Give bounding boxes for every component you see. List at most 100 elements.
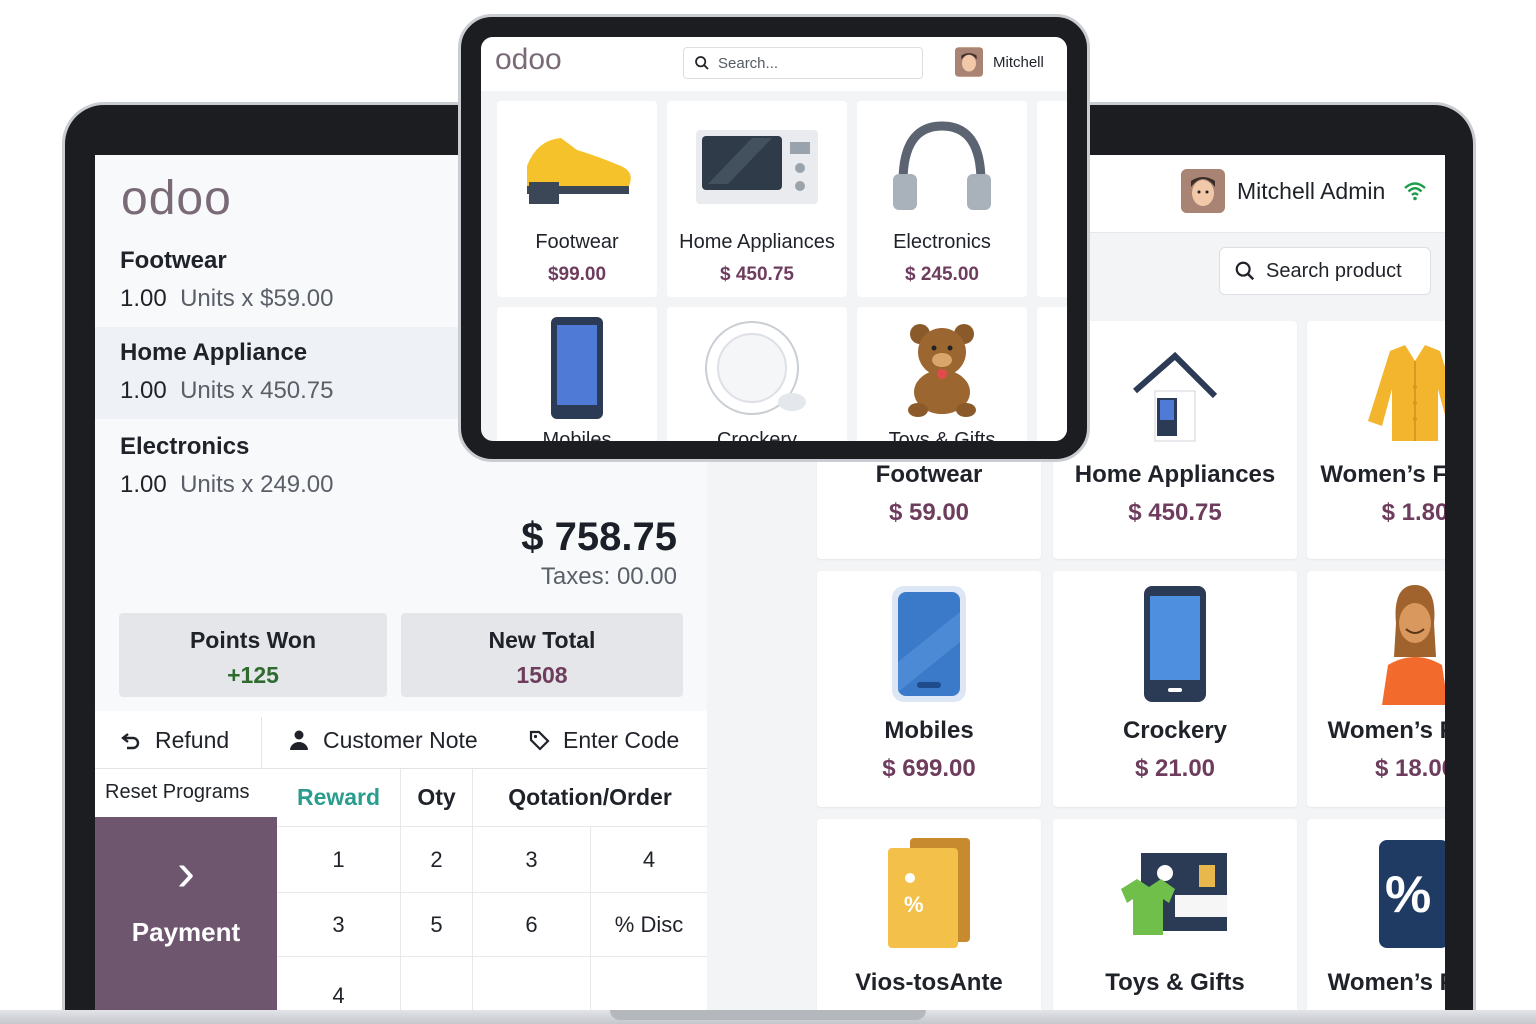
new-total-label: New Total (488, 627, 596, 653)
odoo-logo: odoo (495, 43, 562, 76)
numpad-key[interactable]: 4 (591, 827, 707, 893)
tablet-product-name: Mobiles (542, 429, 612, 441)
discount-key[interactable]: % Disc (591, 893, 707, 957)
phone-icon (817, 571, 1041, 717)
order-line[interactable]: Footwear 1.00 Units x $59.00 (95, 235, 707, 327)
odoo-logo: odoo (121, 172, 232, 225)
avatar (955, 47, 983, 77)
tablet-product-card[interactable]: Toys & Gifts (857, 307, 1027, 441)
user-name: Mitchell Admin (1237, 177, 1386, 204)
product-card[interactable]: % Vios-tosAnte (817, 819, 1041, 1024)
tablet-user-name: Mitchell (993, 53, 1044, 71)
svg-text:%: % (1385, 866, 1431, 924)
product-name: Toys & Gifts (1105, 969, 1245, 996)
numpad-key[interactable]: 3 (473, 827, 591, 893)
numpad-key-empty[interactable] (401, 957, 473, 1024)
shoe-icon (497, 101, 657, 231)
payment-label: Payment (131, 917, 241, 947)
divider (261, 717, 262, 769)
numpad-key[interactable]: 2 (401, 827, 473, 893)
jacket-icon (1307, 321, 1445, 461)
product-card[interactable]: Women’s Fashi $ 18.00 (1307, 571, 1445, 807)
refund-button[interactable]: Refund (119, 711, 229, 769)
headphones-icon (857, 101, 1027, 231)
product-price: $ 21.00 (1134, 755, 1216, 782)
numpad-key[interactable]: 4 (277, 957, 401, 1024)
microwave-icon (667, 101, 847, 231)
tablet-product-card[interactable]: Footwear $99.00 (497, 101, 657, 297)
product-card[interactable]: Women’s Fashio $ 1.80 (1307, 321, 1445, 559)
plate-icon (667, 307, 847, 429)
enter-code-button[interactable]: Enter Code (527, 711, 679, 769)
product-card[interactable]: Crockery $ 21.00 (1053, 571, 1297, 807)
wifi-icon (1404, 182, 1427, 201)
order-line-qty: 1.00 Units x 249.00 (120, 471, 334, 498)
qty-mode-button[interactable]: Oty (401, 769, 473, 827)
tablet-product-card[interactable]: Electronics $ 245.00 (857, 101, 1027, 297)
phone-icon (497, 307, 657, 429)
tablet-product-price: $ 245.00 (905, 264, 979, 285)
points-won-value: +125 (227, 662, 279, 688)
customer-note-label: Customer Note (323, 726, 478, 753)
product-name: Crockery (1122, 717, 1228, 744)
product-name: Women’s Fashio (1320, 461, 1445, 488)
customer-note-button[interactable]: Customer Note (287, 711, 478, 769)
numpad-key-empty[interactable] (473, 957, 591, 1024)
tablet-product-card[interactable]: Crockery (667, 307, 847, 441)
teddy-bear-icon (857, 307, 1027, 429)
order-line[interactable]: Electronics 1.00 Units x 249.00 (95, 421, 707, 513)
product-card[interactable]: Home Appliances $ 450.75 (1053, 321, 1297, 559)
tablet-product-price: $ 450.75 (720, 264, 794, 285)
product-price: $ 59.00 (888, 499, 970, 526)
tablet-product-card-partial[interactable] (1037, 101, 1067, 297)
tablet-screen: odoo Search... Mitchell Footwear $99.0 (481, 37, 1067, 441)
tablet-product-card[interactable]: Mobiles (497, 307, 657, 441)
order-line-qty: 1.00 Units x $59.00 (120, 285, 334, 312)
tablet-user-menu[interactable]: Mitchell (955, 47, 1044, 77)
tablet-search-placeholder: Search... (718, 54, 779, 72)
numpad-key[interactable]: 1 (277, 827, 401, 893)
product-name: Women’s Fashi (1327, 969, 1445, 996)
product-name: Women’s Fashi (1327, 717, 1445, 744)
product-name: Vios-tosAnte (855, 969, 1003, 996)
reward-mode-button[interactable]: Reward (277, 769, 401, 827)
product-card[interactable]: Mobiles $ 699.00 (817, 571, 1041, 807)
tablet-product-price: $99.00 (547, 264, 607, 285)
tag-icon (529, 730, 550, 751)
tablet-product-card[interactable]: Home Appliances $ 450.75 (667, 101, 847, 297)
chevron-right-icon: › (177, 842, 195, 902)
search-product-input[interactable]: Search product (1219, 247, 1431, 295)
numpad-key[interactable]: 6 (473, 893, 591, 957)
product-name: Mobiles (884, 717, 974, 744)
order-panel: odoo Footwear 1.00 Units x $59.00 Home A… (95, 155, 707, 1024)
order-line-name: Electronics (120, 433, 250, 460)
reset-programs-button[interactable]: Reset Programs (95, 769, 277, 817)
laptop-notch (610, 1010, 926, 1020)
tablet-product-name: Footwear (535, 231, 619, 253)
tablet-product-name: Crockery (716, 429, 797, 441)
product-name: Footwear (875, 461, 983, 488)
user-icon (290, 730, 308, 750)
numpad-key[interactable]: 5 (401, 893, 473, 957)
search-icon (1235, 261, 1255, 281)
svg-text:%: % (904, 892, 924, 917)
tablet-search-input[interactable]: Search... (683, 47, 923, 79)
quotation-order-button[interactable]: Qotation/Order (473, 769, 707, 827)
house-icon (1053, 321, 1297, 461)
gift-icon (1053, 819, 1297, 969)
new-total-value: 1508 (516, 662, 568, 688)
action-bar: Refund Customer Note Enter Code (95, 711, 707, 769)
order-line-name: Footwear (120, 247, 227, 274)
product-card[interactable]: Toys & Gifts (1053, 819, 1297, 1024)
order-total: $ 758.75 (521, 515, 677, 559)
tablet-product-card-partial[interactable] (1037, 307, 1067, 441)
undo-icon (121, 733, 140, 750)
product-card[interactable]: % Women’s Fashi (1307, 819, 1445, 1024)
user-menu[interactable]: Mitchell Admin (1181, 169, 1427, 213)
numpad: Reward Oty Qotation/Order 1 2 3 4 3 5 6 … (277, 769, 707, 1024)
numpad-key[interactable]: 3 (277, 893, 401, 957)
payment-button[interactable]: › Payment (95, 817, 277, 1024)
order-taxes: Taxes: 00.00 (540, 563, 677, 590)
woman-icon (1307, 571, 1445, 717)
